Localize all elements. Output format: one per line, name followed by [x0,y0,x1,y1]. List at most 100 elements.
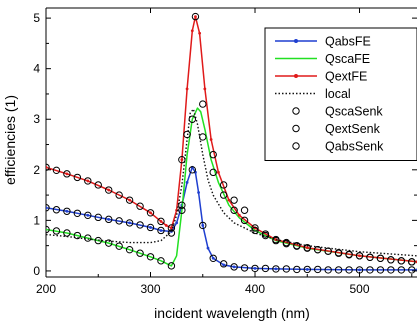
marker-qabssenk [157,226,165,235]
marker-qabssenk [125,219,134,227]
marker-qextsenk [219,181,228,189]
marker-qabssenk [251,264,259,273]
point-qextfe [203,87,207,91]
marker-qabssenk [52,206,61,214]
point-qextfe [190,29,194,33]
point-qabsfe [46,206,48,210]
point-qextfe [149,211,152,215]
marker-qextsenk [136,202,144,210]
point-qabsfe [107,217,111,221]
marker-qextsenk [366,253,374,261]
marker-qextsenk [355,252,364,260]
marker-qextsenk [376,254,385,262]
marker-qabssenk [230,263,238,271]
y-tick-label: 3 [33,112,40,126]
legend: QabsFE QscaFE QextFE local QscaSenk QextSenk Q… [264,27,417,161]
marker-qabssenk [105,215,113,224]
marker-qabssenk [261,264,270,273]
marker-qabssenk [199,221,207,230]
marker-qextsenk [46,163,50,171]
marker-qextsenk [282,238,291,247]
marker-qscasenk [251,226,259,235]
marker-qabssenk [345,266,353,274]
legend-marker-qabssenk [292,142,300,150]
marker-qextsenk [261,230,270,238]
legend-dot-qextfe [294,74,298,78]
marker-qscasenk [219,191,228,199]
marker-qabssenk [219,260,228,268]
marker-qabssenk [115,217,123,225]
marker-qextsenk [272,235,280,244]
marker-qscasenk [136,249,144,257]
point-qextfe [237,213,241,217]
marker-qscasenk [46,225,50,234]
marker-qextsenk [303,243,311,252]
marker-qextsenk [84,177,92,185]
point-qextfe [46,165,48,169]
marker-qextsenk [63,170,71,178]
legend-label: QextSenk [325,122,381,136]
point-qextfe [128,198,132,202]
legend-label: QscaSenk [325,105,383,119]
point-qextfe [86,179,90,183]
legend-marker-qscasenk [292,107,300,115]
marker-qextsenk [397,257,406,265]
marker-qscasenk [73,231,82,240]
marker-qabssenk [293,265,301,274]
marker-qextsenk [230,196,238,204]
axes [45,7,417,278]
marker-qextsenk [314,245,322,254]
x-tick-label: 200 [36,282,56,296]
marker-qextsenk [183,130,191,139]
marker-qabssenk [63,207,71,215]
legend-label: local [325,87,351,101]
marker-qextsenk [73,173,82,182]
marker-qabssenk [94,213,102,222]
marker-qextsenk [105,186,113,194]
marker-qabssenk [334,266,343,274]
point-qabsfe [358,268,361,272]
marker-qscasenk [209,168,217,177]
point-qabsfe [274,267,278,271]
legend-label: QscaFE [325,52,370,66]
marker-qscasenk [230,206,238,214]
x-tick-label: 300 [140,282,160,296]
y-tick-label: 1 [33,213,40,227]
marker-qabssenk [366,266,374,274]
point-qabsfe [175,221,179,225]
marker-qabssenk [178,201,186,209]
marker-qextsenk [293,241,301,250]
point-qabsfe [206,246,210,250]
marker-qabssenk [84,211,92,220]
marker-qabssenk [282,265,291,273]
y-tick-label: 2 [33,163,40,177]
point-qabsfe [86,213,90,217]
point-qabsfe [197,191,200,194]
point-qextfe [198,31,202,35]
point-qextfe [305,246,309,250]
marker-qabssenk [46,204,50,212]
marker-qscasenk [84,234,92,242]
marker-qextsenk [408,258,416,266]
marker-qabssenk [387,266,395,274]
marker-qscasenk [105,239,113,247]
marker-qscasenk [52,227,61,235]
marker-qabssenk [376,266,385,274]
x-tick-label: 400 [245,282,265,296]
marker-qscasenk [94,236,102,245]
point-qabsfe [185,181,189,184]
legend-marker-qextsenk [292,124,300,133]
point-qextfe [358,254,361,258]
point-qextfe [65,172,69,176]
legend-dot-qabsfe [294,39,298,43]
marker-qextsenk [387,256,395,264]
marker-qextsenk [167,224,176,232]
marker-qabssenk [314,265,322,274]
y-tick-label: 0 [33,264,40,278]
point-qabsfe [305,268,309,271]
marker-qabssenk [73,209,82,217]
point-qabsfe [128,221,132,225]
marker-qabssenk [146,223,155,232]
marker-qextsenk [334,249,343,257]
point-qabsfe [159,229,163,232]
